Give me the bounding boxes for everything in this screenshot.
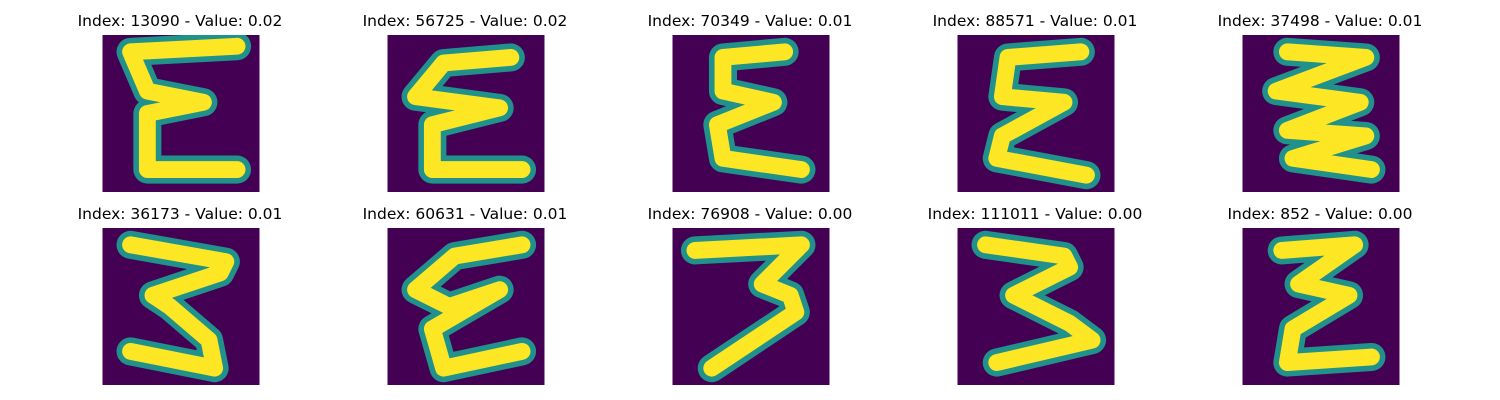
grid-panel: Index: 70349 - Value: 0.01 bbox=[600, 12, 900, 202]
grid-panel: Index: 37498 - Value: 0.01 bbox=[1170, 12, 1470, 202]
panel-title: Index: 13090 - Value: 0.02 bbox=[77, 12, 283, 30]
panel-title: Index: 88571 - Value: 0.01 bbox=[932, 12, 1138, 30]
grid-panel: Index: 36173 - Value: 0.01 bbox=[30, 205, 330, 395]
panel-title: Index: 111011 - Value: 0.00 bbox=[927, 205, 1143, 223]
panel-title: Index: 76908 - Value: 0.00 bbox=[647, 205, 853, 223]
glyph-image bbox=[957, 228, 1115, 385]
panel-title: Index: 37498 - Value: 0.01 bbox=[1217, 12, 1423, 30]
panel-title: Index: 60631 - Value: 0.01 bbox=[362, 205, 568, 223]
grid-panel: Index: 76908 - Value: 0.00 bbox=[600, 205, 900, 395]
glyph-image bbox=[387, 228, 545, 385]
glyph-image bbox=[1242, 35, 1400, 192]
glyph-image bbox=[102, 228, 260, 385]
glyph-image bbox=[1242, 228, 1400, 385]
grid-panel: Index: 13090 - Value: 0.02 bbox=[30, 12, 330, 202]
grid-panel: Index: 56725 - Value: 0.02 bbox=[315, 12, 615, 202]
grid-panel: Index: 60631 - Value: 0.01 bbox=[315, 205, 615, 395]
panel-title: Index: 36173 - Value: 0.01 bbox=[77, 205, 283, 223]
glyph-image bbox=[102, 35, 260, 192]
glyph-image bbox=[387, 35, 545, 192]
grid-panel: Index: 88571 - Value: 0.01 bbox=[885, 12, 1185, 202]
grid-panel: Index: 852 - Value: 0.00 bbox=[1170, 205, 1470, 395]
panel-title: Index: 56725 - Value: 0.02 bbox=[362, 12, 568, 30]
panel-title: Index: 852 - Value: 0.00 bbox=[1227, 205, 1413, 223]
glyph-image bbox=[672, 228, 830, 385]
grid-panel: Index: 111011 - Value: 0.00 bbox=[885, 205, 1185, 395]
glyph-image bbox=[672, 35, 830, 192]
panel-title: Index: 70349 - Value: 0.01 bbox=[647, 12, 853, 30]
glyph-image bbox=[957, 35, 1115, 192]
